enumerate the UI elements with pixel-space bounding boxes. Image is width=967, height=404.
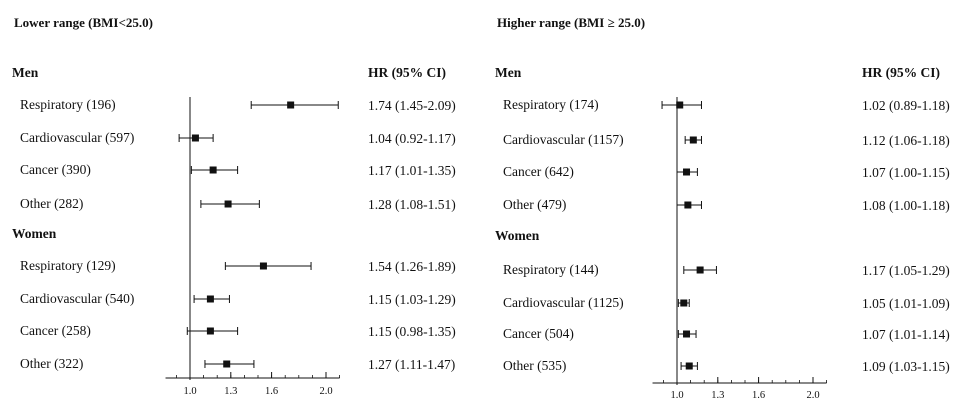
- panel-2-x-tick-label: 1.0: [670, 390, 683, 399]
- panel-2-men-row-2-hr-point: [689, 136, 697, 144]
- panel-1-men-row-4-hr-text: 1.28 (1.08-1.51): [368, 197, 456, 212]
- panel-1-men-row-3-hr-text: 1.17 (1.01-1.35): [368, 163, 456, 178]
- panel-1-men-row-1-label: Respiratory (196): [20, 97, 116, 112]
- panel-1-group-women-label: Women: [12, 226, 57, 241]
- panel-2-women-row-1-label: Respiratory (144): [503, 262, 599, 277]
- panel-1-men-row-2-label: Cardiovascular (597): [20, 130, 134, 145]
- panel-2-women-row-3-hr-text: 1.07 (1.01-1.14): [862, 327, 950, 342]
- panel-1-women-row-4-hr-point: [223, 360, 231, 368]
- panel-1-x-tick-label: 2.0: [319, 386, 332, 397]
- panel-2-men-row-4-hr-text: 1.08 (1.00-1.18): [862, 198, 950, 213]
- panel-1-title: Lower range (BMI<25.0): [14, 15, 153, 30]
- panel-2-men-row-3-label: Cancer (642): [503, 164, 574, 179]
- panel-2-x-tick-label: 1.6: [752, 390, 765, 399]
- panel-1-women-row-1-hr-text: 1.54 (1.26-1.89): [368, 259, 456, 274]
- panel-2-x-tick-label: 1.3: [711, 390, 724, 399]
- panel-2-men-row-1-hr-point: [676, 101, 684, 109]
- panel-1-men-row-3-hr-point: [209, 166, 217, 174]
- panel-1-men-row-4-label: Other (282): [20, 196, 83, 211]
- panel-2-men-row-2-label: Cardiovascular (1157): [503, 132, 624, 147]
- panel-1-x-tick-label: 1.3: [224, 386, 237, 397]
- panel-1-x-tick-label: 1.0: [183, 386, 196, 397]
- panel-1-men-row-2-hr-text: 1.04 (0.92-1.17): [368, 131, 456, 146]
- panel-1-x-tick-label: 1.6: [265, 386, 278, 397]
- panel-2-men-row-4-hr-point: [684, 201, 692, 209]
- panel-1-men-row-1-hr-point: [287, 101, 295, 109]
- panel-2-title: Higher range (BMI ≥ 25.0): [497, 15, 645, 30]
- panel-1-group-men-label: Men: [12, 65, 39, 80]
- panel-2-men-row-3-hr-point: [683, 168, 691, 176]
- panel-1-women-row-1-label: Respiratory (129): [20, 258, 116, 273]
- panel-1-men-row-2-hr-point: [191, 134, 199, 142]
- panel-2-group-women-label: Women: [495, 228, 540, 243]
- panel-1-women-row-2-hr-text: 1.15 (1.03-1.29): [368, 292, 456, 307]
- panel-2-women-row-3-hr-point: [683, 330, 691, 338]
- panel-2-men-row-4-label: Other (479): [503, 197, 566, 212]
- panel-1-women-row-4-label: Other (322): [20, 356, 83, 371]
- panel-2-men-row-1-label: Respiratory (174): [503, 97, 599, 112]
- panel-2-men-row-3-hr-text: 1.07 (1.00-1.15): [862, 165, 950, 180]
- panel-2-women-row-4-label: Other (535): [503, 358, 566, 373]
- panel-2-men-row-1-hr-text: 1.02 (0.89-1.18): [862, 98, 950, 113]
- panel-1-hr-header: HR (95% CI): [368, 65, 446, 80]
- panel-2-women-row-1-hr-point: [696, 266, 704, 274]
- panel-2-women-row-4-hr-point: [685, 362, 693, 370]
- panel-1-men-row-3-label: Cancer (390): [20, 162, 91, 177]
- panel-1-women-row-3-hr-point: [206, 327, 214, 335]
- panel-1-women-row-3-label: Cancer (258): [20, 323, 91, 338]
- panel-2-women-row-3-label: Cancer (504): [503, 326, 574, 341]
- panel-2-women-row-2-hr-point: [680, 299, 688, 307]
- panel-1-women-row-3-hr-text: 1.15 (0.98-1.35): [368, 324, 456, 339]
- panel-2-men-row-2-hr-text: 1.12 (1.06-1.18): [862, 133, 950, 148]
- panel-2-x-tick-label: 2.0: [806, 390, 819, 399]
- panel-2-women-row-4-hr-text: 1.09 (1.03-1.15): [862, 359, 950, 374]
- panel-2-women-row-2-label: Cardiovascular (1125): [503, 295, 624, 310]
- panel-1-women-row-1-hr-point: [259, 262, 267, 270]
- panel-2-women-row-1-hr-text: 1.17 (1.05-1.29): [862, 263, 950, 278]
- panel-2-women-row-2-hr-text: 1.05 (1.01-1.09): [862, 296, 950, 311]
- panel-1-men-row-4-hr-point: [224, 200, 232, 208]
- panel-2-hr-header: HR (95% CI): [862, 65, 940, 80]
- panel-2-group-men-label: Men: [495, 65, 522, 80]
- panel-1-men-row-1-hr-text: 1.74 (1.45-2.09): [368, 98, 456, 113]
- panel-1-women-row-2-hr-point: [206, 295, 214, 303]
- panel-1-women-row-2-label: Cardiovascular (540): [20, 291, 134, 306]
- panel-1-women-row-4-hr-text: 1.27 (1.11-1.47): [368, 357, 455, 372]
